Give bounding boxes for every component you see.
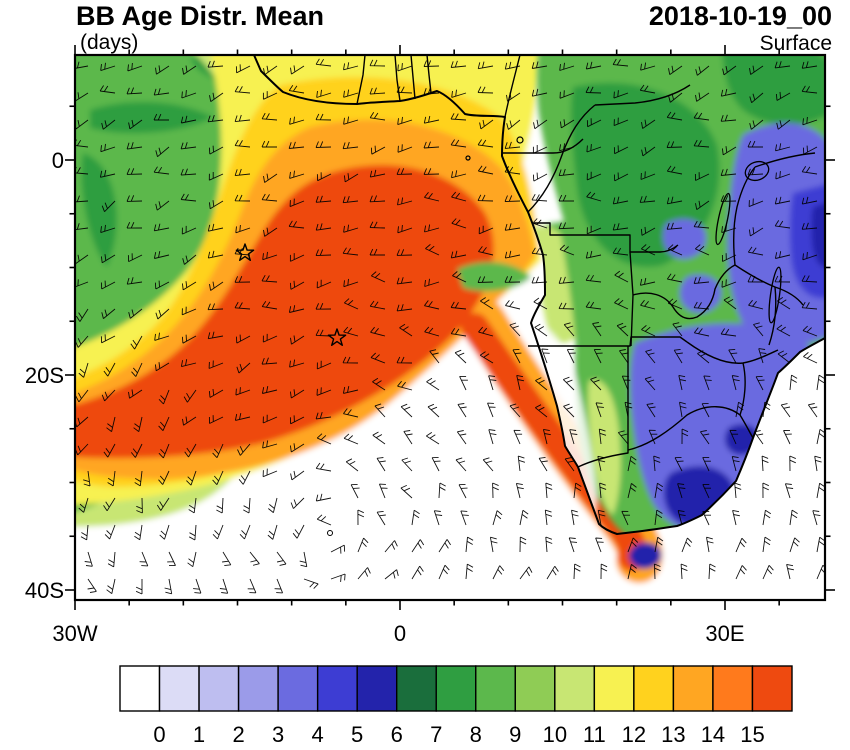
country-border [739, 362, 746, 416]
colorbar-box [514, 665, 556, 712]
country-border [594, 84, 691, 106]
colorbar-label: 13 [661, 722, 685, 747]
island-outline [465, 155, 471, 161]
country-border [356, 55, 366, 105]
colorbar: 0 1 2 3 4 5 6 7 8 9 10 11 12 13 14 15 [119, 665, 793, 747]
colorbar-box [712, 665, 754, 712]
colorbar-box [672, 665, 714, 712]
colorbar-box [198, 665, 240, 712]
field-red-core [75, 165, 494, 459]
axis-labels: 30W 0 30E 0 20S 40S [25, 148, 745, 646]
country-border [394, 55, 401, 102]
colorbar-label: 6 [391, 722, 403, 747]
x-axis-label: 30E [705, 621, 744, 646]
lake-outline [744, 160, 770, 182]
x-axis-label: 0 [394, 621, 406, 646]
high-pressure-center-marker [327, 530, 333, 536]
colorbar-box [119, 665, 161, 712]
country-border [528, 336, 688, 347]
country-border [627, 406, 754, 451]
colorbar-label: 4 [312, 722, 324, 747]
colorbar-label: 14 [701, 722, 725, 747]
star-marker [327, 328, 347, 346]
country-border [534, 222, 679, 253]
colorbar-label: 10 [543, 722, 567, 747]
axis-ticks [65, 45, 835, 610]
colorbar-label: 2 [232, 722, 244, 747]
field-land-darkgreen-ne [722, 55, 825, 125]
colorbar-label: 8 [470, 722, 482, 747]
y-axis-label: 0 [52, 148, 64, 173]
country-border [504, 55, 521, 118]
level-label: Surface [759, 32, 832, 55]
colorbar-box [396, 665, 437, 712]
lake-outline [715, 192, 731, 246]
country-border [426, 55, 432, 94]
field-sa-yellowgreen-tongue [587, 379, 621, 515]
colorbar-box [435, 665, 477, 712]
field-ne-navy-edge [811, 201, 825, 268]
field-nw-darkgreen-streak1 [90, 101, 213, 134]
country-border [754, 152, 816, 168]
field-nw-darkgreen-streak2 [81, 153, 117, 267]
coastline [253, 55, 825, 535]
colorbar-box [554, 665, 596, 712]
colorbar-box [237, 665, 279, 712]
map-outlines [253, 55, 825, 535]
wind-barbs [75, 58, 825, 595]
colorbar-box [751, 665, 793, 712]
datetime-label: 2018-10-19_00 [648, 1, 832, 31]
colorbar-box [633, 665, 675, 712]
field-land-group [533, 55, 825, 534]
country-border [632, 264, 736, 320]
colorbar-label: 5 [351, 722, 363, 747]
colorbar-label: 11 [583, 722, 606, 747]
colorbar-box [158, 665, 200, 712]
country-border [527, 104, 596, 213]
page-title: BB Age Distr. Mean [76, 1, 325, 31]
colorbar-box [593, 665, 635, 712]
colorbar-label: 1 [193, 722, 205, 747]
map-area [75, 55, 825, 600]
field-offshore-navy-spot [628, 542, 662, 569]
colorbar-label: 7 [430, 722, 442, 747]
y-axis-label: 20S [25, 363, 64, 388]
country-border [577, 450, 629, 468]
colorbar-label: 0 [153, 722, 165, 747]
colorbar-box [277, 665, 319, 712]
y-axis-label: 40S [25, 578, 64, 603]
map-frame [73, 53, 827, 602]
colorbar-label: 12 [622, 722, 646, 747]
colorbar-box [356, 665, 398, 712]
star-marker [235, 243, 255, 261]
colorbar-box [475, 665, 516, 712]
colorbar-label: 9 [509, 722, 521, 747]
colorbar-label: 15 [740, 722, 764, 747]
colorbar-label: 3 [272, 722, 284, 747]
country-border [732, 166, 756, 266]
island-outline [516, 136, 524, 144]
lake-outline [768, 266, 782, 324]
country-border [502, 138, 584, 154]
country-border [410, 55, 416, 100]
field-wedge-green-sliver [457, 262, 531, 292]
units-label: (days) [80, 31, 139, 54]
colorbar-box [316, 665, 358, 712]
x-axis-label: 30W [52, 621, 97, 646]
